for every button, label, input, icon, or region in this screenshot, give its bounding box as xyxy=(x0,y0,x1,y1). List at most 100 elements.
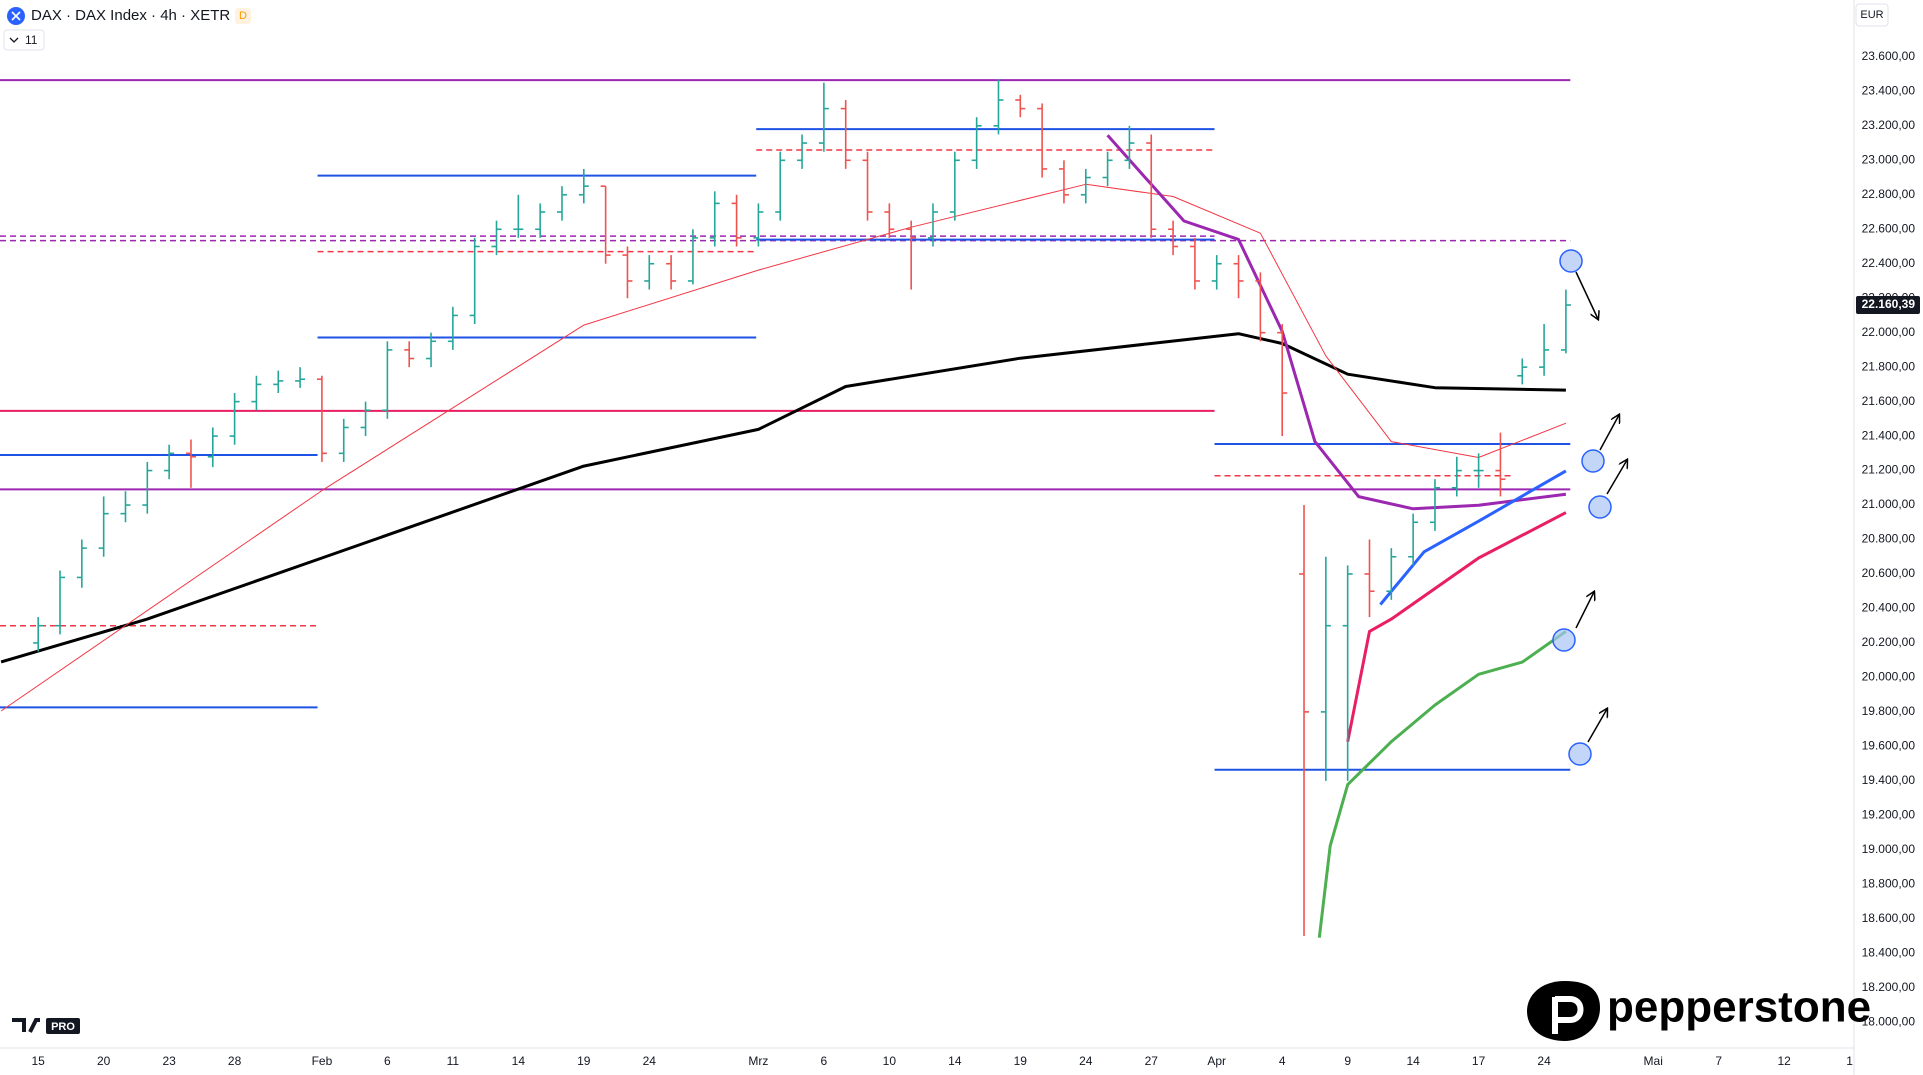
x-tick-label: 17 xyxy=(1472,1054,1486,1068)
annotation-arrows xyxy=(1575,271,1627,743)
x-tick-label: 24 xyxy=(643,1054,657,1068)
x-tick-label: Mai xyxy=(1644,1054,1663,1068)
y-tick-label: 22.800,00 xyxy=(1862,187,1916,201)
indicator-line xyxy=(1346,511,1567,742)
y-tick-label: 23.400,00 xyxy=(1862,84,1916,98)
x-tick-label: 12 xyxy=(1777,1054,1791,1068)
y-tick-label: 21.000,00 xyxy=(1862,497,1916,511)
x-tick-label: 24 xyxy=(1079,1054,1093,1068)
y-tick-label: 22.400,00 xyxy=(1862,256,1916,270)
arrow xyxy=(1575,271,1598,319)
y-tick-label: 22.600,00 xyxy=(1862,221,1916,235)
x-tick-label: 20 xyxy=(97,1054,111,1068)
y-tick-label: 20.400,00 xyxy=(1862,601,1916,615)
y-tick-label: 23.000,00 xyxy=(1862,152,1916,166)
arrow xyxy=(1575,592,1594,629)
indicator-line xyxy=(1379,469,1567,606)
y-tick-label: 18.600,00 xyxy=(1862,911,1916,925)
y-tick-label: 21.800,00 xyxy=(1862,359,1916,373)
annotation-circle xyxy=(1552,628,1576,652)
last-price-label: 22.160,39 xyxy=(1862,297,1916,311)
y-tick-label: 18.000,00 xyxy=(1862,1014,1916,1028)
x-tick-label: 14 xyxy=(1406,1054,1420,1068)
header: DAX · DAX Index · 4h · XETR D 11 EUR xyxy=(3,3,1889,51)
x-tick-label: 6 xyxy=(821,1054,828,1068)
x-tick-label: Feb xyxy=(312,1054,333,1068)
bars-box[interactable] xyxy=(3,29,45,51)
y-tick-label: 18.400,00 xyxy=(1862,945,1916,959)
y-tick-label: 21.400,00 xyxy=(1862,428,1916,442)
arrow xyxy=(1599,415,1619,451)
logo-p xyxy=(1552,996,1584,1034)
annotation-circle xyxy=(1581,449,1605,473)
price-bars xyxy=(33,79,1571,936)
last-price-box xyxy=(1856,296,1920,315)
y-tick-label: 20.000,00 xyxy=(1862,670,1916,684)
currency-box[interactable] xyxy=(1855,3,1889,27)
y-tick-label: 18.200,00 xyxy=(1862,980,1916,994)
tradingview-logo: PRO xyxy=(12,1018,80,1034)
y-tick-label: 19.800,00 xyxy=(1862,704,1916,718)
axes xyxy=(0,0,1855,1075)
x-tick-label: 7 xyxy=(1715,1054,1722,1068)
y-tick-label: 19.600,00 xyxy=(1862,739,1916,753)
annotation-circle xyxy=(1588,495,1612,519)
x-tick-label: 14 xyxy=(948,1054,962,1068)
indicator-line xyxy=(1317,630,1567,938)
y-tick-label: 18.800,00 xyxy=(1862,876,1916,890)
currency[interactable]: EUR xyxy=(1860,9,1883,21)
x-tick-label: 6 xyxy=(384,1054,391,1068)
x-tick-label: 24 xyxy=(1537,1054,1551,1068)
y-tick-label: 20.200,00 xyxy=(1862,635,1916,649)
x-tick-label: 1 xyxy=(1846,1054,1853,1068)
indicator-line xyxy=(0,332,1566,664)
chevron xyxy=(9,37,19,43)
x-tick-label: 19 xyxy=(577,1054,591,1068)
x-tick-label: Apr xyxy=(1207,1054,1226,1068)
indicator-lines xyxy=(0,134,1567,938)
bars-count[interactable]: 11 xyxy=(25,33,38,47)
x-tick-label: 14 xyxy=(512,1054,526,1068)
symbol-icon-glyph xyxy=(11,11,21,21)
x-tick-label: 10 xyxy=(883,1054,897,1068)
y-tick-label: 23.200,00 xyxy=(1862,118,1916,132)
plan-box xyxy=(46,1018,80,1034)
y-tick-label: 19.000,00 xyxy=(1862,842,1916,856)
x-tick-label: 15 xyxy=(32,1054,46,1068)
y-tick-label: 21.600,00 xyxy=(1862,394,1916,408)
arrow xyxy=(1606,460,1627,495)
y-tick-label: 23.600,00 xyxy=(1862,49,1916,63)
x-tick-label: 27 xyxy=(1145,1054,1159,1068)
annotation-circle xyxy=(1559,249,1583,273)
annotation-circles xyxy=(1552,249,1612,766)
tv-mark xyxy=(12,1018,40,1033)
y-tick-label: 21.200,00 xyxy=(1862,463,1916,477)
levels xyxy=(0,79,1571,771)
plan: PRO xyxy=(51,1021,75,1033)
y-tick-label: 19.200,00 xyxy=(1862,807,1916,821)
x-tick-label: 28 xyxy=(228,1054,242,1068)
logo-drop xyxy=(1527,981,1600,1041)
indicator-line xyxy=(1106,134,1567,511)
x-tick-label: Mrz xyxy=(748,1054,768,1068)
last-price: 22.160,39 xyxy=(1856,296,1920,315)
x-tick-label: 23 xyxy=(162,1054,176,1068)
y-tick-label: 19.400,00 xyxy=(1862,773,1916,787)
x-tick-label: 11 xyxy=(447,1054,460,1068)
brand: pepperstone xyxy=(1607,983,1871,1032)
x-tick-label: 19 xyxy=(1014,1054,1028,1068)
symbol-title[interactable]: DAX · DAX Index · 4h · XETR xyxy=(31,7,230,24)
y-tick-label: 22.000,00 xyxy=(1862,325,1916,339)
y-tick-label: 20.800,00 xyxy=(1862,532,1916,546)
annotation-circle xyxy=(1568,742,1592,766)
arrow xyxy=(1587,709,1607,743)
y-tick-label: 20.600,00 xyxy=(1862,566,1916,580)
indicator-line xyxy=(0,183,1567,712)
x-tick-label: 4 xyxy=(1279,1054,1286,1068)
pepperstone-logo: pepperstone xyxy=(1527,981,1871,1041)
badge-bg xyxy=(235,8,251,24)
badge[interactable]: D xyxy=(239,10,247,22)
